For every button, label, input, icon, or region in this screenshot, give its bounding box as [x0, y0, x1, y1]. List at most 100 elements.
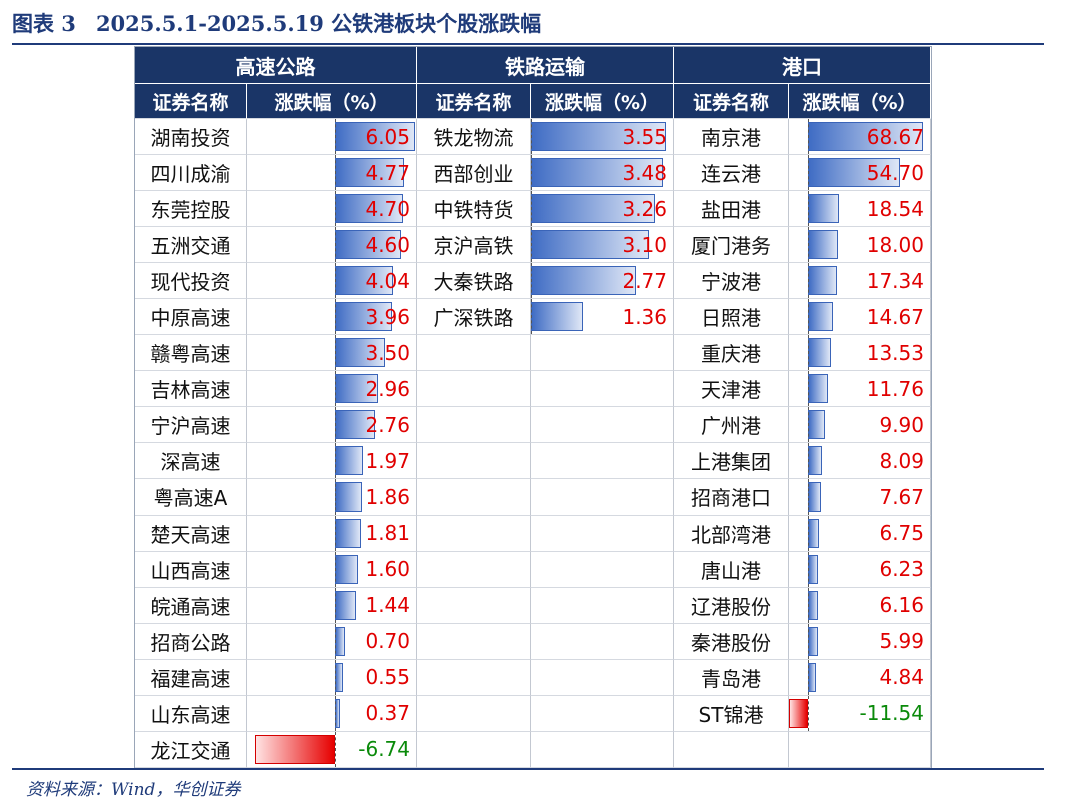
change-value: 4.70: [365, 196, 410, 221]
change-value: 3.50: [365, 340, 410, 365]
change-bar: [335, 482, 362, 512]
stock-name: 广州港: [674, 407, 789, 444]
stock-name: [417, 551, 531, 588]
stock-name: 赣粤高速: [135, 335, 247, 372]
change-bar: [255, 734, 335, 764]
figure-heading: 2025.5.1-2025.5.19 公铁港板块个股涨跌幅: [95, 11, 542, 36]
stock-name: 大秦铁路: [417, 263, 531, 300]
change-value: 11.76: [866, 376, 924, 401]
change-bar: [335, 122, 415, 152]
change-value: 9.90: [879, 412, 924, 437]
zero-axis: [808, 623, 809, 659]
change-bar: [531, 194, 655, 224]
stock-table: 高速公路 铁路运输 港口 证券名称 涨跌幅（%） 证券名称 涨跌幅（%） 证券名称 涨跌幅（%）…: [134, 46, 932, 769]
change-bar: [808, 194, 840, 224]
top-rule: [12, 43, 1044, 45]
change-value: 4.77: [365, 160, 410, 185]
change-cell: [531, 479, 674, 516]
stock-name: 招商港口: [674, 479, 789, 516]
change-value: 6.16: [879, 593, 924, 618]
change-cell: [531, 371, 674, 408]
change-value: 54.70: [866, 160, 924, 185]
stock-name: [417, 335, 531, 372]
group-header: 铁路运输: [417, 47, 674, 84]
stock-name: 招商公路: [135, 623, 247, 660]
stock-name: [417, 371, 531, 408]
change-cell: 3.96: [247, 299, 417, 336]
change-bar: [335, 518, 362, 548]
stock-name: 现代投资: [135, 263, 247, 300]
change-value: 5.99: [879, 629, 924, 654]
stock-name: 上港集团: [674, 443, 789, 480]
change-cell: 18.54: [789, 191, 931, 228]
stock-name: [417, 443, 531, 480]
stock-name: 广深铁路: [417, 299, 531, 336]
change-cell: 1.81: [247, 515, 417, 552]
stock-name: 天津港: [674, 371, 789, 408]
zero-axis: [531, 227, 532, 263]
stock-name: 深高速: [135, 443, 247, 480]
change-value: -11.54: [859, 701, 924, 726]
stock-name: 日照港: [674, 299, 789, 336]
table-grid: 高速公路 铁路运输 港口 证券名称 涨跌幅（%） 证券名称 涨跌幅（%） 证券名称 涨跌幅（%）…: [135, 47, 931, 768]
change-bar: [808, 446, 822, 476]
change-bar: [808, 410, 825, 440]
change-cell: 4.04: [247, 263, 417, 300]
change-bar: [808, 482, 821, 512]
zero-axis: [531, 299, 532, 335]
change-cell: [531, 443, 674, 480]
stock-name: 宁波港: [674, 263, 789, 300]
change-value: 13.53: [866, 340, 924, 365]
stock-name: 楚天高速: [135, 515, 247, 552]
zero-axis: [335, 263, 336, 299]
zero-axis: [335, 551, 336, 587]
change-bar: [808, 266, 838, 296]
stock-name: 京沪高铁: [417, 227, 531, 264]
change-cell: [531, 551, 674, 588]
change-bar: [531, 158, 664, 188]
change-value: 4.04: [365, 268, 410, 293]
change-cell: 18.00: [789, 227, 931, 264]
change-value: 6.05: [365, 124, 410, 149]
stock-name: 铁龙物流: [417, 119, 531, 156]
change-bar: [335, 266, 394, 296]
change-value: 18.00: [866, 232, 924, 257]
change-bar: [531, 266, 637, 296]
zero-axis: [808, 263, 809, 299]
zero-axis: [335, 443, 336, 479]
change-value: 4.84: [879, 665, 924, 690]
zero-axis: [808, 515, 809, 551]
change-cell: 0.37: [247, 695, 417, 732]
change-cell: 6.75: [789, 515, 931, 552]
change-cell: 3.55: [531, 119, 674, 156]
change-cell: [531, 587, 674, 624]
change-bar: [808, 338, 831, 368]
change-cell: 2.77: [531, 263, 674, 300]
stock-name: 青岛港: [674, 659, 789, 696]
change-cell: 17.34: [789, 263, 931, 300]
stock-name: 西部创业: [417, 155, 531, 192]
zero-axis: [531, 119, 532, 155]
change-bar: [808, 302, 833, 332]
zero-axis: [531, 263, 532, 299]
group-header: 港口: [674, 47, 931, 84]
change-cell: [531, 695, 674, 732]
change-value: 4.60: [365, 232, 410, 257]
stock-name: [417, 407, 531, 444]
stock-name: 重庆港: [674, 335, 789, 372]
change-bar: [335, 590, 356, 620]
stock-name: 中原高速: [135, 299, 247, 336]
change-cell: [531, 407, 674, 444]
change-cell: 54.70: [789, 155, 931, 192]
zero-axis: [808, 335, 809, 371]
change-bar: [808, 158, 900, 188]
change-bar: [335, 446, 364, 476]
stock-name: ST锦港: [674, 695, 789, 732]
stock-name: [417, 659, 531, 696]
change-cell: 68.67: [789, 119, 931, 156]
zero-axis: [808, 587, 809, 623]
stock-name: [674, 731, 789, 768]
stock-name: 山东高速: [135, 695, 247, 732]
zero-axis: [335, 479, 336, 515]
change-bar: [335, 158, 404, 188]
